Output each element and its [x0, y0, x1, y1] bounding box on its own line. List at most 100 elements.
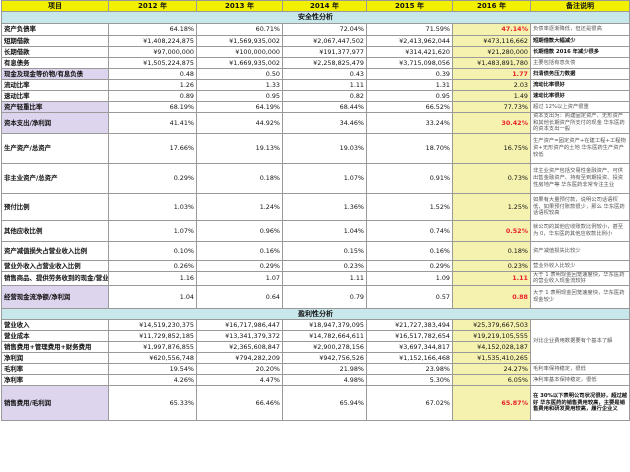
- value-cell: 19.13%: [196, 132, 283, 164]
- value-cell: 1.77: [452, 68, 531, 80]
- row-label: 资本支出/净利润: [1, 112, 109, 134]
- value-cell: 44.92%: [196, 112, 283, 134]
- value-cell: ¥2,067,447,502: [282, 35, 367, 47]
- value-cell: ¥314,421,620: [366, 46, 453, 58]
- value-cell: ¥1,483,891,780: [452, 57, 531, 69]
- value-cell: ¥97,000,000: [108, 46, 197, 58]
- table-row: 净利率 4.26% 4.47% 4.98% 5.30% 6.05% 净利率基本保持稳定，很低: [1, 374, 630, 387]
- value-cell: 66.52%: [366, 101, 453, 113]
- value-cell: 1.03%: [108, 192, 197, 221]
- header-cell: 2012 年: [108, 0, 197, 12]
- value-cell: 1.25%: [452, 192, 531, 221]
- value-cell: 68.44%: [282, 101, 367, 113]
- note-cell: 大于 1 表明现金回笼速度快，华东医药的营业收入现金流较好: [530, 270, 630, 287]
- value-cell: ¥620,556,748: [108, 352, 197, 365]
- value-cell: ¥19,219,105,555: [452, 330, 531, 343]
- value-cell: ¥2,258,825,479: [282, 57, 367, 69]
- value-cell: 1.04: [108, 285, 197, 310]
- row-label: 销售费用/毛利润: [1, 385, 109, 422]
- table-row: 流动比率 1.26 1.33 1.11 1.31 2.03 流动比率很好: [1, 79, 630, 91]
- value-cell: 66.46%: [196, 385, 283, 422]
- table-row: 长期借款 ¥97,000,000 ¥100,000,000 ¥191,377,977 ¥…: [1, 46, 630, 58]
- note-cell: 就公司的其他应收账款比例较小，甚至为 0，华东医药其他应收款比例小: [530, 219, 630, 242]
- value-cell: 0.26%: [108, 259, 197, 272]
- row-label: 有息债务: [1, 57, 109, 69]
- value-cell: ¥191,377,977: [282, 46, 367, 58]
- value-cell: ¥16,717,986,447: [196, 319, 283, 332]
- value-cell: 0.88: [452, 285, 531, 310]
- note-cell: 资产减值损失比较少: [530, 240, 630, 261]
- note-cell: 流动比率很好: [530, 79, 630, 91]
- table-row: 其他应收比例 1.07% 0.96% 1.04% 0.74% 0.52% 就公司的其他应收账…: [1, 219, 630, 242]
- value-cell: 0.10%: [108, 240, 197, 261]
- value-cell: ¥21,280,000: [452, 46, 531, 58]
- value-cell: ¥3,715,098,056: [366, 57, 453, 69]
- analysis-table: 项目 2012 年 2013 年 2014 年 2015 年 2016 年备注说明 安全性分…: [1, 0, 630, 422]
- value-cell: 0.52%: [452, 219, 531, 242]
- value-cell: 1.04%: [282, 219, 367, 242]
- row-label: 净利润: [1, 352, 109, 365]
- value-cell: 16.75%: [452, 132, 531, 164]
- value-cell: 64.18%: [108, 23, 197, 36]
- value-cell: 0.73%: [452, 162, 531, 194]
- value-cell: 0.74%: [366, 219, 453, 242]
- note-cell: 长期借款 2016 年减少很多: [530, 46, 630, 58]
- value-cell: 60.71%: [196, 23, 283, 36]
- value-cell: 1.49: [452, 90, 531, 102]
- value-cell: 17.66%: [108, 132, 197, 164]
- table-row: 营业外收入占营业收入比例 0.26% 0.29% 0.23% 0.29% 0.23% 营业外…: [1, 259, 630, 272]
- value-cell: 0.15%: [282, 240, 367, 261]
- section-title: 盈利性分析: [1, 308, 630, 321]
- table-row: 非主业资产/总资产 0.29% 0.18% 1.07% 0.91% 0.73% 非主业资产包…: [1, 162, 630, 194]
- table-row: 资产轻重比率 68.19% 64.19% 68.44% 66.52% 77.73% 超过 1…: [1, 101, 630, 113]
- value-cell: 0.43: [282, 68, 367, 80]
- value-cell: ¥2,413,962,044: [366, 35, 453, 47]
- value-cell: 0.91%: [366, 162, 453, 194]
- value-cell: ¥1,505,224,875: [108, 57, 197, 69]
- value-cell: 0.48: [108, 68, 197, 80]
- value-cell: 67.02%: [366, 385, 453, 422]
- value-cell: 24.27%: [452, 363, 531, 376]
- value-cell: 1.52%: [366, 192, 453, 221]
- value-cell: 1.07: [196, 270, 283, 287]
- note-cell: 资本支出为：购建固定资产、无形资产和其他长期资产所支付的现金 华东医药的资本支出…: [530, 112, 630, 134]
- row-label: 资产轻重比率: [1, 101, 109, 113]
- value-cell: 2.03: [452, 79, 531, 91]
- note-cell: 生产资产=固定资产+在建工程+工程物资+无形资产的土地 华东医药生产资产较低: [530, 132, 630, 164]
- note-cell: 负债率逐渐降低，但还是很高: [530, 23, 630, 36]
- row-label: 毛利率: [1, 363, 109, 376]
- row-label: 资产负债率: [1, 23, 109, 36]
- value-cell: 0.29%: [196, 259, 283, 272]
- row-label: 净利率: [1, 374, 109, 387]
- value-cell: 0.18%: [196, 162, 283, 194]
- value-cell: 71.59%: [366, 23, 453, 36]
- value-cell: 0.64: [196, 285, 283, 310]
- table-row: 资产负债率 64.18% 60.71% 72.04% 71.59% 47.14% 负债率逐渐…: [1, 23, 630, 36]
- value-cell: 4.47%: [196, 374, 283, 387]
- value-cell: ¥16,517,782,654: [366, 330, 453, 343]
- row-label: 非主业资产/总资产: [1, 162, 109, 194]
- value-cell: 1.11: [452, 270, 531, 287]
- row-label: 生产资产/总资产: [1, 132, 109, 164]
- value-cell: 72.04%: [282, 23, 367, 36]
- value-cell: 1.07%: [108, 219, 197, 242]
- value-cell: 1.11: [282, 270, 367, 287]
- value-cell: 65.33%: [108, 385, 197, 422]
- table-row: 短期借款 ¥1,408,224,875 ¥1,569,935,002 ¥2,067,4…: [1, 35, 630, 47]
- value-cell: 4.26%: [108, 374, 197, 387]
- value-cell: ¥18,947,379,095: [282, 319, 367, 332]
- value-cell: ¥1,152,166,468: [366, 352, 453, 365]
- value-cell: ¥2,365,608,847: [196, 341, 283, 354]
- value-cell: 1.31: [366, 79, 453, 91]
- note-cell: 速动比率很好: [530, 90, 630, 102]
- value-cell: ¥942,756,526: [282, 352, 367, 365]
- value-cell: ¥4,152,028,187: [452, 341, 531, 354]
- value-cell: 5.30%: [366, 374, 453, 387]
- value-cell: ¥1,408,224,875: [108, 35, 197, 47]
- value-cell: ¥14,519,230,375: [108, 319, 197, 332]
- note-cell: 短期借款大幅减少: [530, 35, 630, 47]
- value-cell: 0.18%: [452, 240, 531, 261]
- row-label: 流动比率: [1, 79, 109, 91]
- value-cell: ¥21,727,383,494: [366, 319, 453, 332]
- section-row: 安全性分析: [1, 11, 630, 24]
